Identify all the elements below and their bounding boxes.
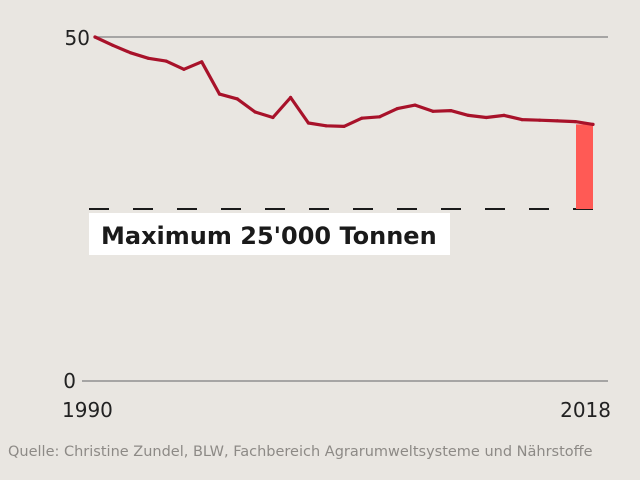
data-point — [591, 122, 595, 126]
data-point — [378, 115, 382, 119]
data-point — [555, 119, 560, 123]
data-point — [271, 115, 275, 120]
data-point — [324, 124, 328, 128]
gap-bar-group — [576, 124, 593, 209]
gap-bar — [576, 124, 593, 209]
x-tick-label: 1990 — [62, 398, 113, 422]
x-tick-label: 2018 — [560, 398, 611, 422]
gridlines — [82, 36, 608, 382]
data-point — [253, 110, 257, 114]
annotation-text: Maximum 25'000 Tonnen — [101, 222, 437, 250]
data-point — [200, 60, 204, 64]
data-point — [413, 103, 417, 107]
data-point — [129, 51, 133, 55]
source-note: Quelle: Christine Zundel, BLW, Fachberei… — [8, 444, 593, 460]
data-point — [449, 109, 453, 113]
data-point — [466, 113, 471, 117]
y-tick-label: 0 — [63, 369, 76, 393]
annotation: Maximum 25'000 Tonnen — [89, 213, 450, 255]
data-point — [520, 118, 524, 122]
data-point — [306, 121, 310, 125]
data-point — [484, 115, 488, 120]
data-point — [111, 43, 115, 47]
y-axis-ticks: 50 0 — [63, 26, 90, 393]
data-point — [146, 56, 150, 60]
data-point — [573, 120, 577, 124]
data-point — [538, 118, 542, 122]
data-point — [217, 92, 222, 96]
y-tick-label: 50 — [65, 26, 90, 50]
data-point — [164, 59, 168, 63]
data-point — [395, 107, 399, 111]
data-point — [360, 116, 364, 120]
series-line — [93, 35, 595, 129]
x-axis-ticks: 1990 2018 — [62, 398, 611, 422]
data-point — [289, 95, 293, 100]
data-point — [431, 109, 435, 113]
annotation-box — [89, 213, 450, 255]
data-point — [182, 67, 186, 71]
data-point — [93, 35, 97, 39]
series-group — [93, 35, 595, 129]
data-point — [235, 97, 239, 101]
data-point — [502, 113, 506, 117]
data-point — [342, 124, 346, 128]
